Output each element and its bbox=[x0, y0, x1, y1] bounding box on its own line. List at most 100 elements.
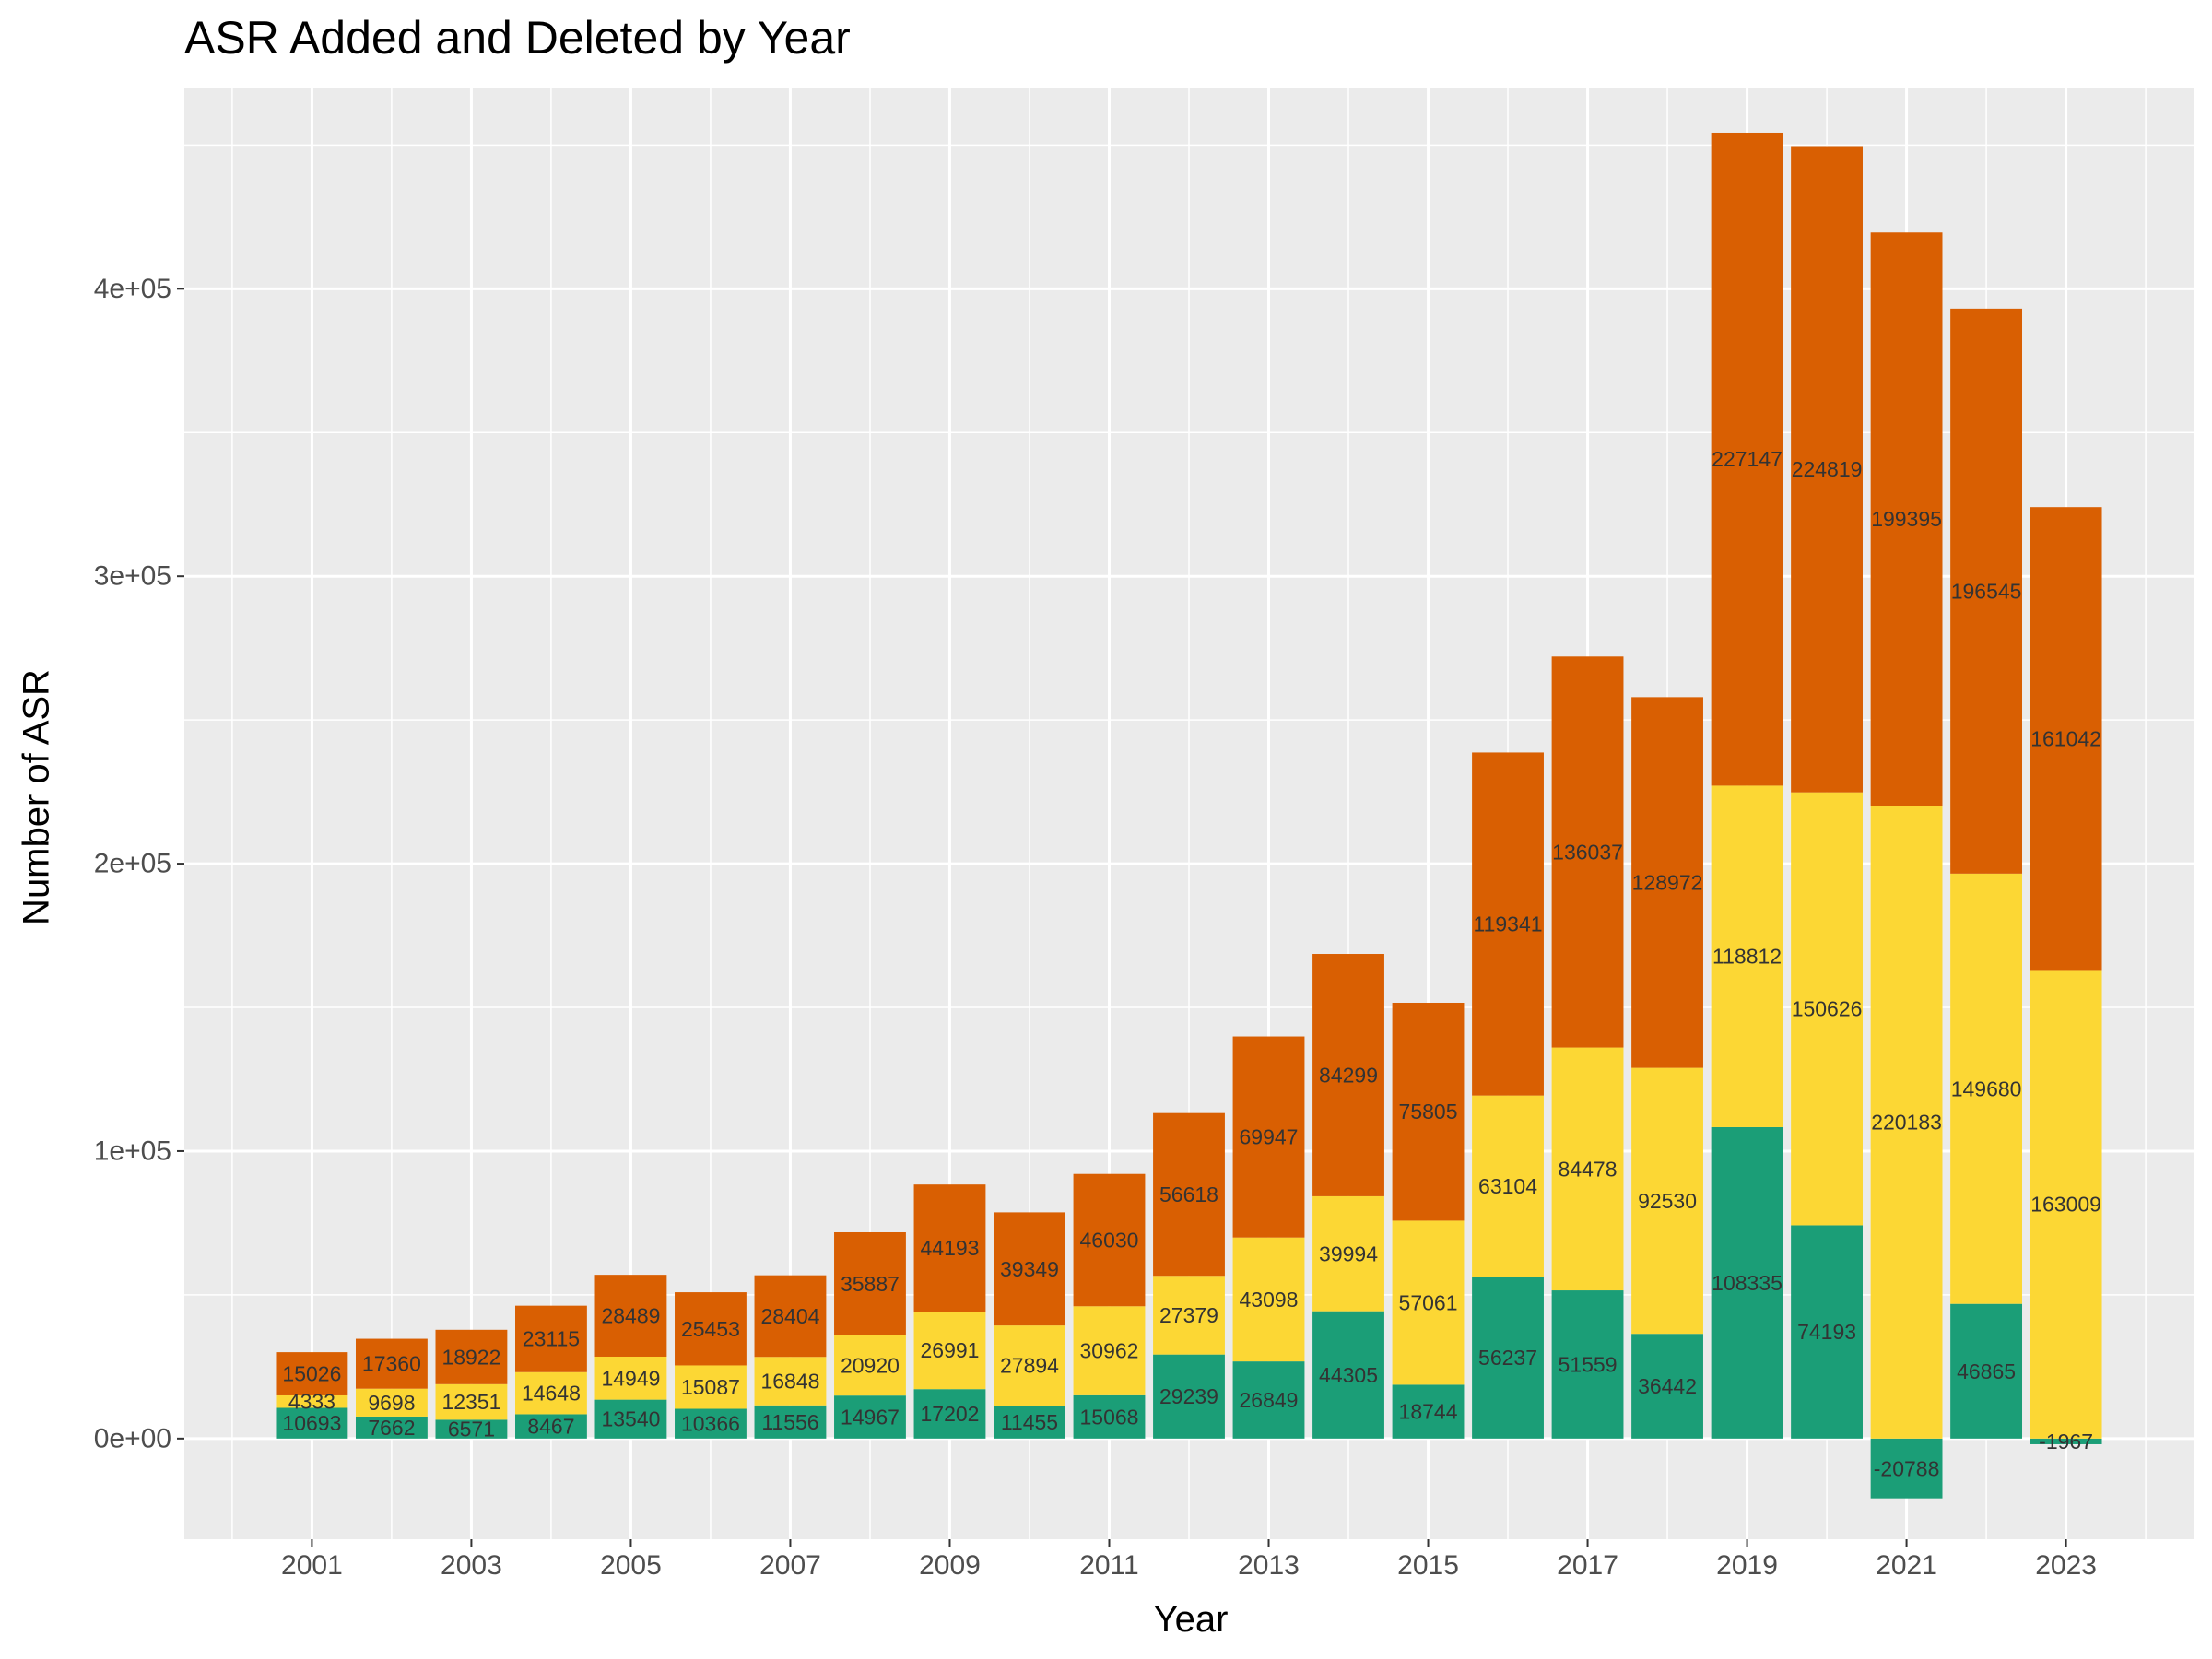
data-label: 196545 bbox=[1951, 579, 2022, 603]
data-label: 27894 bbox=[1000, 1354, 1059, 1378]
bar-segment bbox=[594, 1399, 667, 1439]
data-label: 227147 bbox=[1712, 447, 1783, 471]
bar-segment bbox=[1312, 954, 1384, 1196]
bar-segment bbox=[2030, 1438, 2102, 1444]
bar-segment bbox=[355, 1416, 428, 1439]
data-label: 56237 bbox=[1478, 1346, 1537, 1370]
bar-segment bbox=[1312, 1311, 1384, 1439]
data-label: 136037 bbox=[1552, 840, 1623, 864]
data-label: 17202 bbox=[920, 1402, 979, 1426]
bar-segment bbox=[1791, 1225, 1863, 1439]
x-tick-label: 2017 bbox=[1557, 1550, 1618, 1581]
x-tick-label: 2001 bbox=[281, 1550, 343, 1581]
bar-segment bbox=[913, 1184, 986, 1312]
bar-segment bbox=[1551, 1047, 1624, 1291]
data-label: 92530 bbox=[1638, 1189, 1697, 1213]
x-tick-label: 2023 bbox=[2035, 1550, 2097, 1581]
bar-segment bbox=[2030, 507, 2102, 971]
bar-segment bbox=[1791, 146, 1863, 793]
bar-segment bbox=[276, 1407, 348, 1439]
bar-segment bbox=[1711, 785, 1783, 1127]
bar-segment bbox=[355, 1338, 428, 1389]
x-tick-label: 2013 bbox=[1238, 1550, 1300, 1581]
y-tick-label: 4e+05 bbox=[94, 274, 171, 304]
data-label: 25453 bbox=[681, 1317, 740, 1341]
bar-segment bbox=[515, 1414, 587, 1439]
x-tick-label: 2005 bbox=[600, 1550, 662, 1581]
bar-segment bbox=[754, 1357, 827, 1406]
bar-segment bbox=[1153, 1354, 1225, 1439]
data-label: 27379 bbox=[1159, 1303, 1218, 1327]
bar-segment bbox=[1870, 232, 1943, 806]
bar-segment bbox=[1870, 1438, 1943, 1499]
data-label: 7662 bbox=[368, 1416, 415, 1440]
bar-segment bbox=[515, 1371, 587, 1415]
data-label: 29239 bbox=[1159, 1384, 1218, 1408]
data-label: 36442 bbox=[1638, 1374, 1697, 1398]
data-label: 35887 bbox=[841, 1272, 900, 1296]
data-label: 26849 bbox=[1240, 1388, 1299, 1412]
data-label: 84478 bbox=[1559, 1157, 1618, 1181]
data-label: 161042 bbox=[2030, 726, 2101, 750]
bar-segment bbox=[1312, 1195, 1384, 1312]
data-label: 149680 bbox=[1951, 1077, 2022, 1100]
data-label: 14967 bbox=[841, 1406, 900, 1430]
data-label: 44193 bbox=[920, 1236, 979, 1260]
bars bbox=[276, 132, 2102, 1499]
x-axis: 2001 2003 2005 2007 2009 2011 2013 2015 2017 2019… bbox=[281, 1539, 2097, 1581]
data-label: 16848 bbox=[760, 1370, 819, 1394]
bar-segment bbox=[994, 1212, 1065, 1326]
bar-segment bbox=[2030, 970, 2102, 1439]
bar-segment bbox=[1631, 1067, 1703, 1335]
bar-segment bbox=[276, 1352, 348, 1395]
data-label: 39349 bbox=[1000, 1257, 1059, 1281]
x-tick-label: 2003 bbox=[441, 1550, 502, 1581]
data-label: 26991 bbox=[920, 1338, 979, 1362]
data-label: 15068 bbox=[1080, 1405, 1139, 1429]
data-label: 12351 bbox=[441, 1390, 500, 1414]
bar-segment bbox=[913, 1312, 986, 1390]
y-tick-label: 2e+05 bbox=[94, 849, 171, 879]
bar-segment bbox=[435, 1419, 508, 1439]
data-label: 118812 bbox=[1712, 945, 1782, 969]
data-label: 8467 bbox=[527, 1415, 574, 1439]
data-label: 150626 bbox=[1792, 997, 1863, 1021]
x-tick-label: 2019 bbox=[1716, 1550, 1778, 1581]
data-label: 84299 bbox=[1319, 1063, 1378, 1087]
data-label: 46030 bbox=[1080, 1229, 1139, 1253]
bar-segment bbox=[675, 1365, 747, 1409]
bar-segment bbox=[1791, 792, 1863, 1226]
data-label: -20788 bbox=[1874, 1456, 1940, 1480]
x-tick-label: 2007 bbox=[759, 1550, 821, 1581]
bar-segment bbox=[1950, 308, 2023, 874]
bar-segment bbox=[435, 1383, 508, 1420]
data-label: 220183 bbox=[1871, 1110, 1942, 1134]
data-label: 224819 bbox=[1792, 457, 1863, 481]
data-label: 18922 bbox=[441, 1345, 500, 1369]
bar-segment bbox=[1711, 1126, 1783, 1439]
data-label: 28404 bbox=[760, 1304, 819, 1328]
bar-segment bbox=[1232, 1237, 1305, 1362]
x-axis-title: Year bbox=[1153, 1599, 1229, 1640]
data-label: -1967 bbox=[2039, 1430, 2093, 1453]
bar-segment bbox=[1472, 1095, 1544, 1277]
data-label: 14949 bbox=[601, 1366, 660, 1390]
bar-segment bbox=[1392, 1384, 1465, 1439]
data-label: 69947 bbox=[1240, 1125, 1299, 1149]
data-label: 39994 bbox=[1319, 1241, 1378, 1265]
data-label: 28489 bbox=[601, 1304, 660, 1328]
bar-segment bbox=[834, 1335, 906, 1396]
bar-segment bbox=[754, 1275, 827, 1358]
data-label: 74193 bbox=[1797, 1320, 1856, 1344]
data-label: 163009 bbox=[2030, 1193, 2101, 1217]
data-label: 46865 bbox=[1957, 1359, 2016, 1383]
data-label: 30962 bbox=[1080, 1339, 1139, 1363]
bar-segment bbox=[1153, 1112, 1225, 1277]
x-tick-label: 2009 bbox=[919, 1550, 981, 1581]
bar-segment bbox=[754, 1405, 827, 1439]
data-label: 4333 bbox=[288, 1390, 335, 1414]
bar-segment bbox=[994, 1406, 1065, 1439]
data-label: 11455 bbox=[1001, 1410, 1058, 1434]
bar-segment bbox=[1950, 873, 2023, 1304]
